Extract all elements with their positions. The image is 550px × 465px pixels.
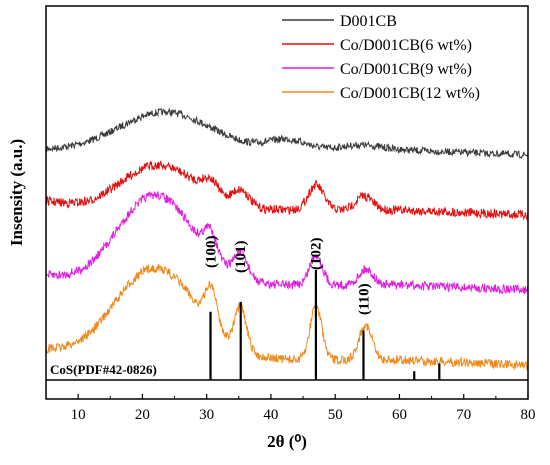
x-tick-label-60: 60 bbox=[392, 407, 407, 423]
x-tick-label-20: 20 bbox=[135, 407, 150, 423]
peak-label-2: (101) bbox=[233, 241, 249, 274]
series-line-2 bbox=[45, 160, 529, 221]
plot-frame bbox=[45, 5, 529, 400]
legend-label-2: Co/D001CB(6 wt%) bbox=[340, 37, 472, 54]
series-line-3 bbox=[45, 191, 529, 295]
legend-label-4: Co/D001CB(12 wt%) bbox=[340, 85, 480, 102]
x-tick-label-50: 50 bbox=[328, 407, 343, 423]
peak-label-3: (102) bbox=[308, 238, 324, 271]
x-tick-label-40: 40 bbox=[263, 407, 278, 423]
peak-label-1: (100) bbox=[204, 236, 220, 269]
legend-label-3: Co/D001CB(9 wt%) bbox=[340, 61, 472, 78]
legend-label-1: D001CB bbox=[340, 13, 397, 30]
x-tick-label-70: 70 bbox=[456, 407, 471, 423]
axes: 10 20 30 40 50 60 70 80 bbox=[45, 5, 536, 423]
reference-pattern: CoS(PDF#42-0826) bbox=[46, 270, 528, 381]
series-line-4 bbox=[45, 263, 529, 371]
peak-labels: (100) (101) (102) (110) bbox=[204, 236, 373, 316]
x-axis-title: 2θ (⁰) bbox=[267, 432, 307, 451]
legend: D001CB Co/D001CB(6 wt%) Co/D001CB(9 wt%) Co… bbox=[282, 13, 480, 102]
x-tick-label-80: 80 bbox=[521, 407, 536, 423]
series-line-1 bbox=[45, 107, 529, 160]
y-axis-title: Insensity (a.u.) bbox=[7, 139, 26, 246]
reference-label: CoS(PDF#42-0826) bbox=[50, 362, 157, 377]
x-tick-label-30: 30 bbox=[199, 407, 214, 423]
series-layer bbox=[45, 107, 529, 371]
x-tick-label-10: 10 bbox=[71, 407, 86, 423]
peak-label-4: (110) bbox=[356, 283, 372, 315]
